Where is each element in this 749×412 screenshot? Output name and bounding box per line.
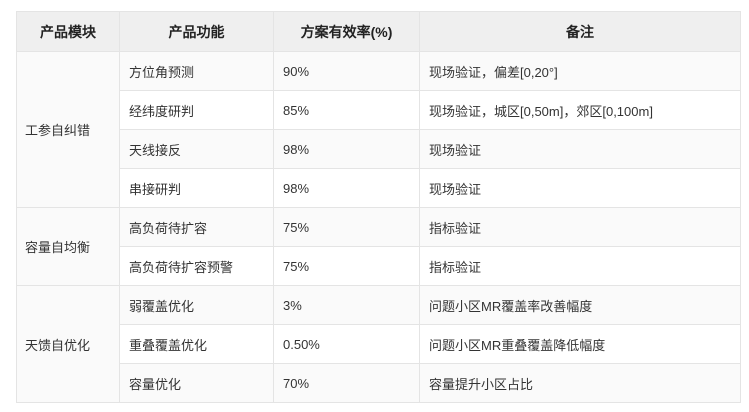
note-cell: 现场验证: [419, 168, 741, 208]
header-row: 产品模块 产品功能 方案有效率(%) 备注: [16, 11, 741, 52]
note-cell: 容量提升小区占比: [419, 363, 741, 403]
function-cell: 高负荷待扩容: [119, 207, 274, 247]
function-cell: 容量优化: [119, 363, 274, 403]
note-cell: 现场验证，偏差[0,20°]: [419, 51, 741, 91]
product-efficiency-table: 产品模块 产品功能 方案有效率(%) 备注 工参自纠错 方位角预测 90% 现场验证，…: [16, 11, 741, 403]
note-cell: 指标验证: [419, 207, 741, 247]
rate-cell: 85%: [273, 90, 420, 130]
header-module: 产品模块: [16, 11, 120, 52]
table-row: 重叠覆盖优化 0.50% 问题小区MR重叠覆盖降低幅度: [17, 324, 741, 364]
table-row: 天馈自优化 弱覆盖优化 3% 问题小区MR覆盖率改善幅度: [16, 285, 741, 403]
rate-cell: 98%: [273, 168, 420, 208]
note-cell: 问题小区MR覆盖率改善幅度: [419, 285, 741, 325]
rate-cell: 70%: [273, 363, 420, 403]
rate-cell: 3%: [273, 285, 420, 325]
rate-cell: 0.50%: [273, 324, 420, 364]
function-cell: 天线接反: [119, 129, 274, 169]
header-function: 产品功能: [119, 11, 274, 52]
header-rate: 方案有效率(%): [273, 11, 420, 52]
module-cell: 工参自纠错: [16, 51, 120, 208]
table-row: 工参自纠错 方位角预测 90% 现场验证，偏差[0,20°]: [16, 51, 741, 208]
note-cell: 现场验证: [419, 129, 741, 169]
function-cell: 高负荷待扩容预警: [119, 246, 274, 286]
rate-cell: 75%: [273, 246, 420, 286]
note-cell: 指标验证: [419, 246, 741, 286]
function-cell: 重叠覆盖优化: [119, 324, 274, 364]
table-row: 天线接反 98% 现场验证: [17, 129, 741, 169]
header-note: 备注: [419, 11, 741, 52]
function-cell: 方位角预测: [119, 51, 274, 91]
function-cell: 串接研判: [119, 168, 274, 208]
module-cell: 天馈自优化: [16, 285, 120, 403]
rate-cell: 75%: [273, 207, 420, 247]
note-cell: 问题小区MR重叠覆盖降低幅度: [419, 324, 741, 364]
module-cell: 容量自均衡: [16, 207, 120, 286]
note-cell: 现场验证，城区[0,50m]，郊区[0,100m]: [419, 90, 741, 130]
table-row: 经纬度研判 85% 现场验证，城区[0,50m]，郊区[0,100m]: [17, 90, 741, 130]
function-cell: 弱覆盖优化: [119, 285, 274, 325]
table-row: 串接研判 98% 现场验证: [17, 168, 741, 208]
table-row: 容量优化 70% 容量提升小区占比: [17, 363, 741, 403]
function-cell: 经纬度研判: [119, 90, 274, 130]
rate-cell: 98%: [273, 129, 420, 169]
rate-cell: 90%: [273, 51, 420, 91]
table-row: 容量自均衡 高负荷待扩容 75% 指标验证: [16, 207, 741, 286]
table-row: 高负荷待扩容预警 75% 指标验证: [17, 246, 741, 286]
